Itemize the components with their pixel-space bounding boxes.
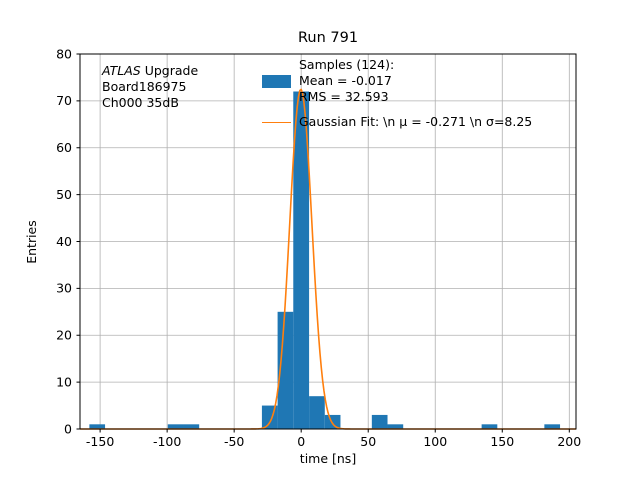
legend-samples-line: Samples (124): — [299, 57, 395, 72]
y-tick-label: 50 — [56, 187, 72, 202]
x-tick-label: 200 — [557, 434, 581, 449]
histogram-bar — [89, 424, 106, 429]
axis-ticks: -150 -100 -50 0 50 100 150 200 0 10 20 30 40 50 60 70 80 — [56, 46, 581, 449]
x-tick-label: 100 — [423, 434, 447, 449]
legend-samples-text: Samples (124): Mean = -0.017 RMS = 32.59… — [299, 57, 394, 105]
histogram-bars — [89, 91, 561, 429]
histogram-bar — [293, 91, 310, 429]
legend-gaussian-label: Gaussian Fit: \n μ = -0.271 \n σ=8.25 — [299, 114, 533, 129]
annotation-channel: Ch000 35dB — [102, 95, 179, 110]
legend-samples-handle — [262, 74, 291, 88]
histogram-bar — [167, 424, 184, 429]
histogram-bar — [481, 424, 498, 429]
histogram-bar — [183, 424, 200, 429]
legend-mean-line: Mean = -0.017 — [299, 73, 392, 88]
y-tick-label: 20 — [56, 328, 72, 343]
chart-title: Run 791 — [298, 30, 358, 46]
y-tick-label: 10 — [56, 374, 72, 389]
y-tick-label: 40 — [56, 234, 72, 249]
annotation-upgrade: Upgrade — [140, 63, 199, 78]
x-tick-label: 50 — [360, 434, 376, 449]
gaussian-curve — [80, 88, 576, 430]
y-tick-label: 70 — [56, 93, 72, 108]
histogram-swatch-icon — [262, 74, 291, 88]
y-tick-label: 80 — [56, 46, 72, 61]
x-tick-label: -150 — [86, 434, 114, 449]
histogram-bar — [309, 396, 325, 429]
histogram-bar — [544, 424, 561, 429]
x-tick-label: 0 — [297, 434, 305, 449]
x-tick-label: -100 — [153, 434, 181, 449]
x-tick-label: 150 — [490, 434, 514, 449]
x-tick-label: -50 — [224, 434, 244, 449]
legend-rms-line: RMS = 32.593 — [299, 89, 389, 104]
x-axis-label: time [ns] — [300, 451, 356, 466]
y-tick-label: 30 — [56, 281, 72, 296]
histogram-bar — [324, 414, 341, 429]
annotation-block: ATLAS Upgrade Board186975 Ch000 35dB — [102, 63, 198, 111]
histogram-bar — [371, 414, 388, 429]
annotation-atlas-upgrade: ATLAS Upgrade — [102, 63, 198, 79]
y-tick-label: 0 — [64, 421, 72, 436]
histogram-bar — [387, 424, 404, 429]
legend-gaussian-text: Gaussian Fit: \n μ = -0.271 \n σ=8.25 — [299, 114, 532, 130]
annotation-atlas-italic: ATLAS — [102, 63, 141, 78]
annotation-board: Board186975 — [102, 79, 187, 94]
legend-entry-gaussian: Gaussian Fit: \n μ = -0.271 \n σ=8.25 — [262, 114, 532, 130]
legend: Samples (124): Mean = -0.017 RMS = 32.59… — [262, 57, 532, 130]
legend-gaussian-handle — [262, 121, 291, 123]
gaussian-fit-curve — [80, 88, 576, 430]
legend-entry-samples: Samples (124): Mean = -0.017 RMS = 32.59… — [262, 57, 532, 105]
histogram-bar — [277, 311, 294, 429]
y-tick-label: 60 — [56, 140, 72, 155]
gaussian-line-icon — [262, 121, 291, 123]
y-axis-label: Entries — [24, 220, 39, 264]
